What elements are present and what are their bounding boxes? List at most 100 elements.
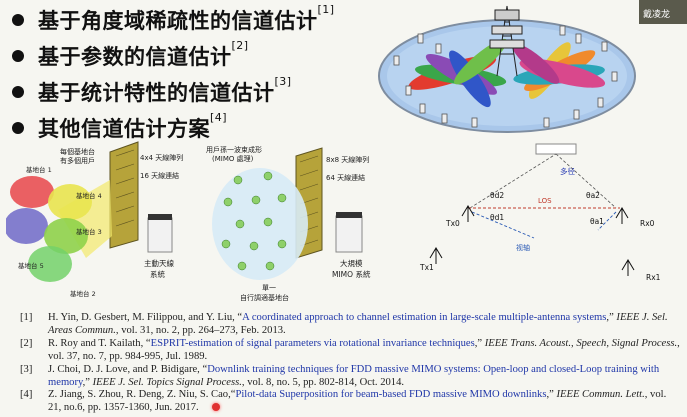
label-rx1: Rx1 bbox=[646, 273, 661, 282]
reference-journal: IEEE Commun. Lett. bbox=[556, 389, 645, 401]
label-theta-d1: θd1 bbox=[490, 213, 504, 222]
bullet-text: 基于参数的信道估计[2] bbox=[38, 39, 249, 71]
reflector bbox=[535, 143, 577, 155]
bullet-dot-icon bbox=[12, 86, 24, 98]
cabinet-top bbox=[148, 214, 172, 220]
label-bs3: 基地台 3 bbox=[76, 227, 102, 236]
bullet-ref: [2] bbox=[231, 39, 249, 52]
bullet-item: 基于角度域稀疏性的信道估计[1] bbox=[8, 2, 380, 38]
label-theta-a2: θa2 bbox=[586, 191, 600, 200]
bullet-text: 基于角度域稀疏性的信道估计[1] bbox=[38, 3, 335, 35]
bullet-text: 基于统计特性的信道估计[3] bbox=[38, 75, 292, 107]
label-boresight: 视轴 bbox=[516, 243, 530, 252]
label-array: 4x4 天線陣列 bbox=[140, 153, 183, 162]
beam-magenta bbox=[512, 43, 560, 84]
reference-authors: R. Roy and T. Kailath, “ bbox=[48, 337, 151, 349]
reference-link[interactable]: Downlink training techniques for FDD mas… bbox=[48, 363, 660, 388]
reference-item: [2] R. Roy and T. Kailath, “ESPRIT-estim… bbox=[20, 338, 680, 364]
label-bs1: 基地台 1 bbox=[26, 165, 52, 174]
reference-text: Z. Jiang, S. Zhou, R. Deng, Z. Niu, S. C… bbox=[48, 389, 680, 415]
label-theta-d2: θd2 bbox=[490, 191, 504, 200]
path-reflected bbox=[555, 153, 617, 209]
active-antenna-panel: 每個基地台 有多個用戶 4x4 天線陣列 16 天線連結 基地台 1 基地台 4… bbox=[6, 141, 183, 298]
user-terminals bbox=[393, 25, 618, 128]
label-top-2: (MIMO 處理) bbox=[212, 154, 254, 163]
path-incident bbox=[469, 153, 557, 209]
bullet-list: 基于角度域稀疏性的信道估计[1] 基于参数的信道估计[2] 基于统计特性的信道估… bbox=[8, 2, 380, 146]
reference-item: [1] H. Yin, D. Gesbert, M. Filippou, and… bbox=[20, 312, 680, 338]
bullet-label: 基于统计特性的信道估计 bbox=[38, 81, 275, 105]
label-los: LOS bbox=[538, 197, 552, 205]
cell-purple bbox=[6, 208, 48, 244]
reference-authors: J. Choi, D. J. Love, and P. Bidigare, “ bbox=[48, 363, 208, 375]
laser-pointer bbox=[212, 403, 220, 411]
bullet-item: 基于统计特性的信道估计[3] bbox=[8, 74, 380, 110]
bullet-label: 基于参数的信道估计 bbox=[38, 45, 232, 69]
label-tx1: Tx1 bbox=[419, 263, 434, 272]
reference-number: [3] bbox=[20, 363, 33, 375]
reference-item: [3] J. Choi, D. J. Love, and P. Bidigare… bbox=[20, 364, 680, 390]
bullet-label: 其他信道估计方案 bbox=[38, 117, 210, 141]
bullet-ref: [4] bbox=[210, 111, 228, 124]
label-top-1: 用戶孫一波束成形 bbox=[206, 145, 262, 154]
reference-details: , vol. 8, no. 5, pp. 802-814, Oct. 2014. bbox=[241, 376, 405, 388]
webcam-overlay: 戴凌龙 bbox=[639, 0, 687, 24]
reference-journal: IEEE J. Sel. Topics Signal Process. bbox=[92, 376, 242, 388]
beam-lobes bbox=[408, 38, 606, 108]
multipath-diagram: 多径 LOS 视轴 Tx0 Tx1 Rx0 Rx1 θd2 θd1 θa2 θa… bbox=[419, 143, 661, 282]
cabinet-top bbox=[336, 212, 362, 218]
beamforming-illustration bbox=[378, 5, 636, 133]
label-link: 16 天線連結 bbox=[140, 171, 179, 180]
label-array: 8x8 天線陣列 bbox=[326, 155, 369, 164]
massive-mimo-panel: 用戶孫一波束成形 (MIMO 處理) 8x8 天線陣列 64 天線連結 大規模 … bbox=[206, 145, 371, 302]
bullet-item: 基于参数的信道估计[2] bbox=[8, 38, 380, 74]
bullet-ref: [3] bbox=[274, 75, 292, 88]
reference-text: H. Yin, D. Gesbert, M. Filippou, and Y. … bbox=[48, 312, 680, 338]
reference-item: [4] Z. Jiang, S. Zhou, R. Deng, Z. Niu, … bbox=[20, 389, 680, 415]
reference-journal: IEEE Trans. Acoust., Speech, Signal Proc… bbox=[484, 337, 678, 349]
rx-boresight bbox=[597, 211, 617, 231]
label-main-2: 系統 bbox=[150, 269, 165, 279]
label-bottom-1: 單一 bbox=[262, 284, 276, 292]
reference-text: J. Choi, D. J. Love, and P. Bidigare, “D… bbox=[48, 364, 680, 390]
reference-sep: ,” bbox=[474, 337, 485, 349]
cell-lightgreen bbox=[28, 246, 72, 282]
reference-link[interactable]: Pilot-data Superposition for beam-based … bbox=[235, 389, 547, 401]
reference-number: [4] bbox=[20, 389, 33, 401]
label-top-2: 有多個用戶 bbox=[60, 156, 95, 165]
bullet-label: 基于角度域稀疏性的信道估计 bbox=[38, 9, 318, 33]
reference-number: [1] bbox=[20, 312, 33, 323]
reference-details: , vol. 21, no.6, pp. 1357-1360, Jun. 201… bbox=[48, 389, 667, 414]
cell-red bbox=[10, 176, 54, 208]
bullet-text: 其他信道估计方案[4] bbox=[38, 111, 228, 143]
bullet-item: 其他信道估计方案[4] bbox=[8, 110, 380, 146]
label-top-1: 每個基地台 bbox=[60, 147, 95, 156]
beam-lime bbox=[454, 38, 508, 85]
label-bs2: 基地台 2 bbox=[70, 289, 96, 298]
label-tx0: Tx0 bbox=[445, 219, 460, 228]
coverage-area bbox=[212, 168, 308, 280]
antenna-array-4x4 bbox=[109, 141, 139, 249]
reference-link[interactable]: A coordinated approach to channel estima… bbox=[242, 312, 607, 323]
cabinet-icon bbox=[335, 215, 363, 253]
cabinet-icon bbox=[147, 217, 173, 253]
reference-link[interactable]: ESPRIT-estimation of signal parameters v… bbox=[150, 337, 475, 349]
reference-list: [1] H. Yin, D. Gesbert, M. Filippou, and… bbox=[20, 312, 680, 415]
reference-authors: H. Yin, D. Gesbert, M. Filippou, and Y. … bbox=[48, 312, 243, 323]
label-main-1: 大規模 bbox=[340, 258, 363, 268]
bullet-dot-icon bbox=[12, 50, 24, 62]
reference-number: [2] bbox=[20, 337, 33, 349]
label-bs4: 基地台 4 bbox=[76, 191, 102, 200]
label-bs5: 基地台 5 bbox=[18, 261, 44, 270]
cell-green bbox=[44, 218, 88, 254]
bullet-ref: [1] bbox=[317, 3, 335, 16]
user-devices bbox=[221, 171, 287, 271]
webcam-name: 戴凌龙 bbox=[643, 10, 671, 20]
reference-text: R. Roy and T. Kailath, “ESPRIT-estimatio… bbox=[48, 338, 680, 364]
bullet-dot-icon bbox=[12, 14, 24, 26]
antenna-tower bbox=[489, 5, 525, 77]
label-main-2: MIMO 系統 bbox=[332, 269, 371, 279]
reference-details: , vol. 37, no. 7, pp. 984-995, Jul. 1989… bbox=[48, 337, 680, 362]
reference-authors: Z. Jiang, S. Zhou, R. Deng, Z. Niu, S. C… bbox=[48, 389, 236, 401]
